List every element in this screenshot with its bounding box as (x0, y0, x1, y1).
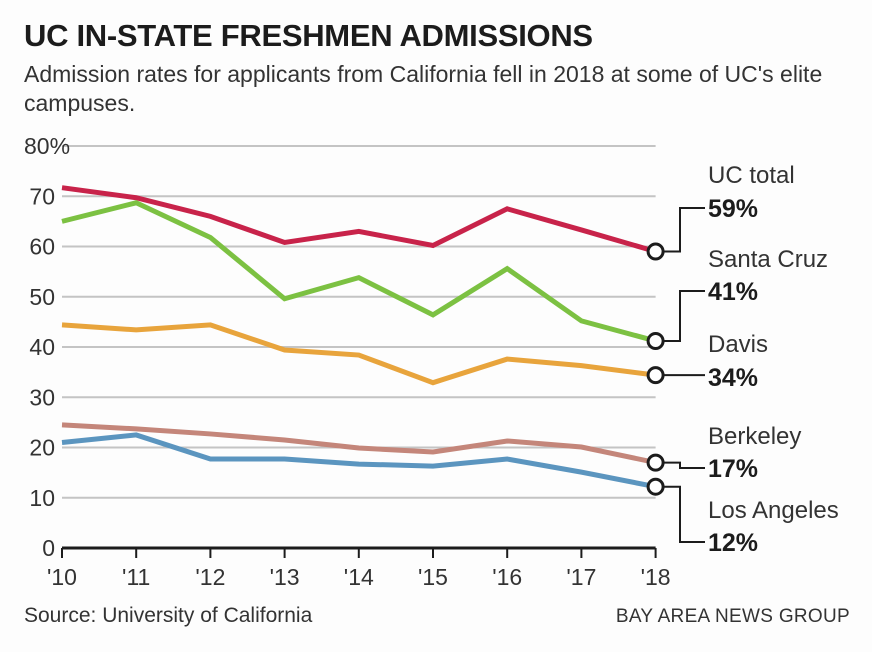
y-tick-label: 30 (29, 384, 55, 410)
series-line-uc-total (61, 185, 657, 254)
x-tick-label: '18 (641, 564, 671, 590)
leader-line (663, 485, 705, 543)
series-value-label: 59% (708, 195, 758, 223)
series-value-label: 12% (708, 529, 758, 557)
y-tick-label: 60 (29, 234, 55, 260)
series-name-label: Berkeley (708, 423, 801, 450)
series-labels: UC total 59% Santa Cruz 41% Davis 34% Berkeley… (708, 162, 839, 557)
series-line-davis (61, 322, 656, 386)
x-tick-label: '11 (122, 564, 150, 590)
series-name-label: Santa Cruz (708, 246, 828, 273)
y-tick-label: 70 (29, 183, 55, 209)
end-markers (646, 242, 665, 496)
chart-title: UC IN-STATE FRESHMEN ADMISSIONS (24, 18, 593, 53)
source-note: Source: University of California (24, 604, 313, 627)
gridlines (62, 145, 656, 499)
y-tick-label: 80% (24, 133, 70, 159)
x-tick-label: '10 (47, 564, 77, 590)
series-line-santa-cruz (61, 200, 657, 344)
end-marker (646, 477, 665, 496)
series-value-label: 17% (708, 455, 758, 483)
x-tick-label: '16 (492, 564, 522, 590)
chart-subtitle: Admission rates for applicants from Cali… (24, 61, 823, 116)
y-tick-label: 10 (29, 485, 55, 511)
end-marker (646, 453, 665, 472)
series-name-label: Los Angeles (708, 497, 839, 524)
series-value-label: 41% (708, 278, 758, 306)
series-line-los-angeles (61, 432, 657, 490)
label-leaders (663, 207, 705, 543)
end-marker (646, 366, 665, 385)
x-tick-label: '17 (566, 564, 596, 590)
credit-line: BAY AREA NEWS GROUP (615, 606, 850, 627)
series-name-label: Davis (708, 331, 768, 358)
x-tick-label: '13 (270, 564, 300, 590)
series-value-label: 34% (708, 364, 758, 392)
series-line-berkeley (61, 422, 657, 466)
y-tick-label: 40 (29, 334, 55, 360)
y-tick-label: 20 (29, 435, 55, 461)
leader-line (663, 207, 705, 253)
end-marker (646, 242, 665, 261)
x-tick-label: '12 (195, 564, 225, 590)
end-marker (646, 331, 665, 350)
y-tick-label: 0 (42, 535, 55, 561)
series-lines (61, 185, 657, 490)
x-tick-label: '14 (344, 564, 374, 590)
leader-line (663, 290, 705, 342)
series-name-label: UC total (708, 162, 795, 189)
x-axis: '10 '11 '12 '13 '14 '15 '16 '17 '18 (47, 546, 671, 590)
y-axis-ticks: 0 10 20 30 40 50 60 70 80% (24, 133, 70, 561)
x-tick-label: '15 (418, 564, 448, 590)
leader-line (663, 461, 705, 469)
y-tick-label: 50 (29, 284, 55, 310)
